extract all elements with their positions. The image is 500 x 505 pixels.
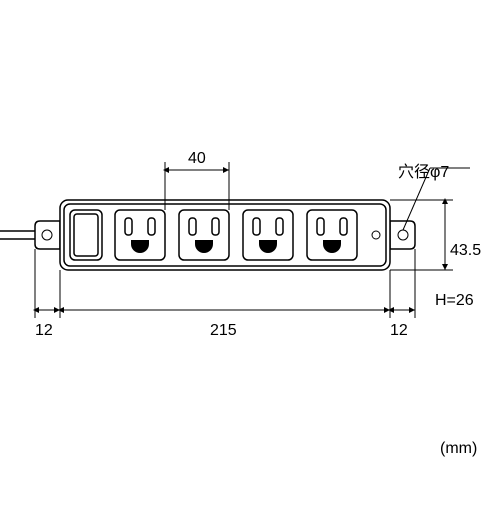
diagram-stage: 40 12 12 215 43.5 H=26 穴径φ7 (mm) — [0, 0, 500, 500]
dim-hole-dia: 穴径φ7 — [398, 158, 449, 182]
dim-right-12: 12 — [390, 322, 408, 340]
dim-215: 215 — [210, 322, 237, 340]
dim-40-label: 40 — [188, 150, 206, 168]
dim-43-5: 43.5 — [450, 242, 481, 260]
dim-h26: H=26 — [435, 292, 474, 310]
unit-label: (mm) — [440, 440, 477, 458]
dim-left-12: 12 — [35, 322, 53, 340]
